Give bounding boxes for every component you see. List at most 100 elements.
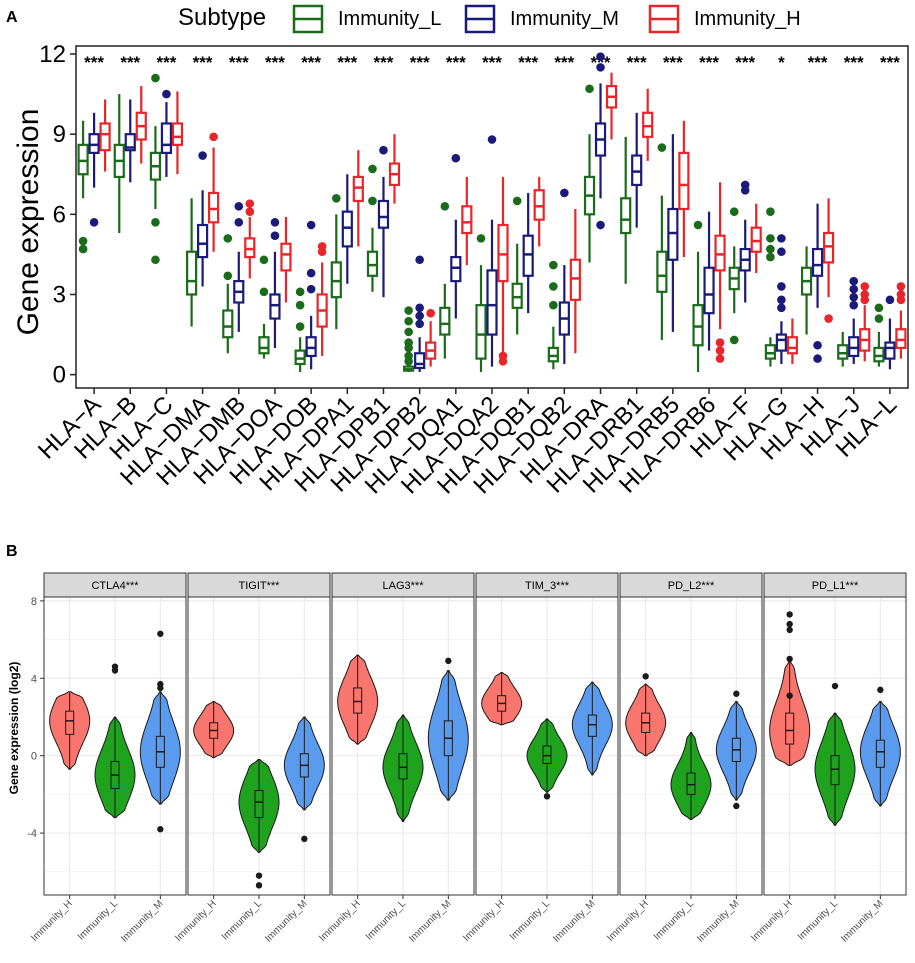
box-immunity-h — [714, 234, 726, 272]
significance-label: *** — [446, 53, 466, 72]
box-immunity-m — [197, 223, 209, 259]
outlier-point — [849, 284, 859, 294]
significance-label: *** — [301, 53, 321, 72]
outlier-point — [549, 282, 558, 291]
significance-label: *** — [193, 53, 213, 72]
x-tick-label-b: Immunity_L — [220, 898, 265, 943]
box-immunity-l — [873, 346, 885, 363]
outlier-point — [777, 247, 786, 257]
violin-outlier — [831, 682, 839, 690]
violin-box — [398, 753, 408, 780]
facet-strip-label: PD_L2*** — [668, 580, 715, 592]
x-tick-label-b: Immunity_M — [407, 898, 453, 944]
violin-outlier — [301, 835, 308, 843]
box-immunity-m — [450, 255, 462, 283]
box-immunity-l — [258, 336, 270, 355]
violin-box — [875, 739, 885, 768]
box-immunity-m — [775, 333, 787, 352]
x-tick-label-b: Immunity_M — [119, 898, 165, 944]
legend-label-immunity-l: Immunity_L — [338, 8, 441, 30]
box-immunity-l — [330, 261, 342, 299]
outlier-point — [368, 164, 377, 174]
outlier-point — [766, 207, 775, 216]
y-tick-label-b: -4 — [27, 828, 37, 840]
panel-b-label: B — [6, 543, 18, 560]
violin-outlier — [786, 620, 793, 628]
x-tick-label-b: Immunity_M — [551, 898, 597, 944]
outlier-point — [162, 89, 171, 99]
outlier-point — [451, 153, 461, 163]
outlier-point — [849, 292, 859, 302]
outlier-point — [487, 135, 497, 144]
outlier-point — [596, 52, 605, 61]
violin-outlier — [111, 667, 119, 674]
x-tick-label-b: Immunity_L — [508, 898, 553, 943]
outlier-point — [596, 63, 605, 72]
outlier-point — [860, 295, 870, 305]
box-immunity-l — [547, 346, 559, 363]
box-immunity-l — [77, 143, 89, 176]
box-immunity-m — [631, 154, 643, 187]
outlier-point — [404, 343, 413, 353]
outlier-point — [729, 335, 739, 345]
violin-outlier — [733, 802, 740, 810]
outlier-point — [78, 236, 88, 246]
violin-outlier — [786, 611, 793, 618]
outlier-point — [404, 356, 413, 366]
box-immunity-m — [486, 269, 498, 336]
y-axis-title-a: Gene expression — [12, 109, 45, 336]
violin-outlier — [786, 626, 793, 634]
facet-border — [187, 596, 331, 896]
box-immunity-h — [497, 223, 509, 283]
outlier-point — [306, 220, 316, 230]
outlier-point — [777, 303, 786, 313]
significance-label: *** — [627, 53, 647, 72]
facet-strip — [43, 572, 187, 598]
outlier-point — [295, 287, 305, 297]
x-tick-label-b: Immunity_M — [263, 898, 309, 944]
outlier-point — [766, 234, 775, 243]
outlier-point — [849, 300, 859, 310]
x-tick-label-b: Immunity_H — [29, 898, 75, 944]
violin-box — [686, 772, 696, 795]
box-immunity-l — [222, 309, 234, 339]
outlier-point — [223, 271, 233, 281]
significance-label: *** — [482, 53, 502, 72]
outlier-point — [379, 145, 388, 155]
outlier-point — [259, 287, 269, 297]
violin-box — [830, 755, 840, 786]
violin-box — [353, 687, 363, 714]
legend-title: Subtype — [178, 4, 266, 31]
outlier-point — [245, 199, 255, 208]
x-tick-label-b: Immunity_M — [839, 898, 885, 944]
box-immunity-h — [208, 191, 220, 224]
box-immunity-h — [280, 242, 292, 272]
x-tick-label-b: Immunity_H — [461, 898, 507, 944]
y-tick-label-a: 0 — [53, 362, 66, 389]
outlier-point — [245, 207, 255, 216]
box-immunity-l — [475, 304, 487, 360]
outlier-point — [415, 311, 424, 321]
outlier-point — [549, 260, 558, 270]
outlier-point — [874, 314, 884, 323]
facet-strip-label: CTLA4*** — [91, 580, 139, 592]
violin-outlier — [157, 826, 164, 833]
outlier-point — [295, 322, 305, 331]
box-immunity-m — [522, 234, 534, 277]
facet-strip-label: TIGIT*** — [239, 580, 281, 592]
outlier-point — [415, 303, 424, 313]
box-immunity-h — [750, 226, 762, 253]
outlier-point — [317, 247, 327, 257]
significance-label: *** — [699, 53, 719, 72]
outlier-point — [740, 185, 750, 195]
box-immunity-m — [667, 207, 679, 261]
box-immunity-m — [305, 336, 317, 358]
outlier-point — [777, 282, 786, 291]
facet-2: LAG3*** Immunity_H Immunity_L Immunity_M — [317, 572, 475, 945]
box-immunity-h — [99, 122, 111, 152]
box-immunity-h — [352, 175, 364, 203]
violin-box — [587, 714, 597, 737]
outlier-point — [813, 340, 822, 350]
outlier-point — [259, 255, 269, 265]
x-tick-label-b: Immunity_L — [76, 898, 121, 943]
